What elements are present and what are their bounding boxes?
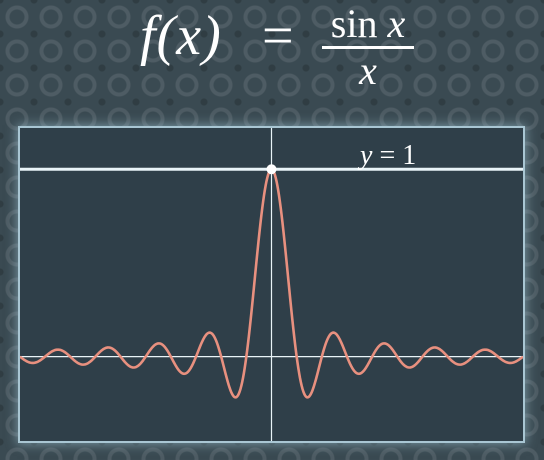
formula-denominator: x	[359, 48, 377, 93]
formula-lhs: f(x)	[140, 5, 222, 67]
formula-title: f(x) = sin x x	[0, 0, 544, 112]
formula-sin: sin	[330, 1, 378, 46]
reference-label-var: y	[360, 140, 373, 171]
formula-numerator: sin x	[322, 4, 414, 44]
formula-equals: =	[262, 5, 294, 67]
chart-panel: y = 1	[20, 128, 523, 441]
formula-fraction: sin x x	[322, 4, 414, 91]
reference-label-op: =	[379, 140, 396, 171]
sinc-plot	[20, 128, 523, 441]
fraction-bar	[322, 46, 414, 49]
peak-point	[266, 164, 277, 175]
formula-numerator-var: x	[387, 1, 406, 46]
reference-line-label: y = 1	[360, 140, 416, 172]
reference-label-value: 1	[402, 140, 417, 171]
